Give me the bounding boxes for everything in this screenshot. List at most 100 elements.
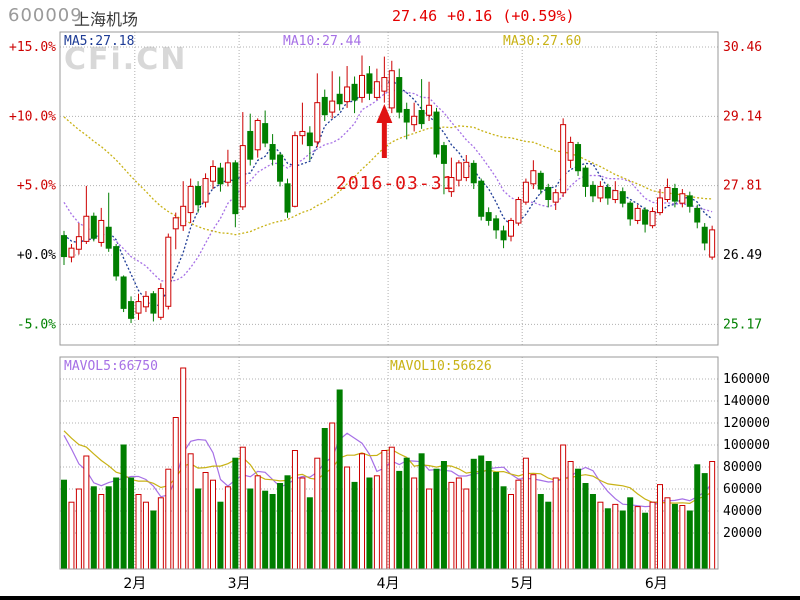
annotation-arrow-shaft (381, 120, 387, 158)
month-label: 6月 (645, 576, 668, 592)
candle-body (657, 197, 663, 214)
candle-body (470, 162, 477, 184)
quote: 27.46 +0.16 (+0.59%) (392, 7, 585, 25)
candle-body (329, 100, 336, 113)
candle-body (612, 190, 619, 201)
candle-body (150, 293, 157, 314)
volume-bar (254, 475, 261, 570)
volume-bar (485, 461, 492, 570)
volume-bar (604, 508, 611, 570)
candle-body (537, 172, 544, 190)
volume-bar (455, 477, 462, 570)
volume-bar (634, 506, 641, 570)
volume-bar (239, 446, 246, 570)
candle-body (269, 144, 276, 160)
volume-bar (530, 474, 537, 570)
volume-bar (403, 457, 410, 570)
candle-body (642, 209, 649, 225)
candle-body (448, 177, 455, 193)
volume-bar (262, 490, 269, 570)
volume-axis-label: 40000 (723, 504, 762, 519)
volume-bar (649, 501, 656, 570)
candle-body (701, 226, 708, 244)
volume-bar (291, 450, 298, 570)
candle-body (120, 276, 127, 309)
candle-body (68, 247, 75, 258)
candle-body (582, 167, 589, 187)
volume-bar (619, 510, 626, 570)
volume-axis-label: 80000 (723, 460, 762, 475)
candle-body (500, 230, 507, 241)
volume-bar (75, 488, 82, 570)
candle-body (619, 191, 626, 204)
volume-bar (522, 457, 529, 570)
right-axis-label: 26.49 (723, 248, 762, 263)
candle-body (128, 301, 135, 319)
volume-bar (657, 484, 663, 570)
volume-bar (470, 458, 477, 570)
candle-body (314, 102, 321, 143)
annotation-arrow-head (376, 104, 393, 123)
volume-bar (508, 494, 514, 570)
candle-body (373, 81, 380, 98)
candle-body (478, 180, 485, 217)
volume-bar (277, 483, 284, 570)
volume-axis-label: 60000 (723, 482, 762, 497)
volume-bar (150, 510, 157, 570)
volume-bar (701, 473, 708, 570)
right-axis-label: 25.17 (723, 317, 762, 332)
ma5-line (63, 78, 713, 309)
volume-bar (329, 422, 336, 570)
candle-body (530, 170, 537, 185)
volume-bar (135, 494, 142, 570)
candle-body (180, 205, 187, 227)
month-label: 4月 (377, 576, 400, 592)
volume-bar (537, 494, 544, 570)
candle-body (388, 70, 395, 109)
volume-bar (61, 479, 67, 570)
candle-body (649, 211, 656, 227)
quote-change-pct: (+0.59%) (502, 7, 575, 25)
volume-bar (366, 477, 373, 570)
annotation-date: 2016-03-31 (336, 173, 455, 194)
volume-bar (90, 486, 97, 570)
candle-body (113, 246, 120, 277)
watermark-logo: CFi.CN (64, 42, 188, 77)
quote-price: 27.46 (392, 7, 438, 25)
volume-bar (418, 453, 425, 570)
candle-body (493, 218, 500, 231)
candle-body (485, 212, 492, 221)
ma5-label: MA5:27.18 (64, 34, 135, 49)
candle-body (575, 144, 582, 172)
candle-body (202, 178, 209, 203)
candle-body (440, 145, 447, 164)
candle-body (336, 93, 343, 105)
volume-bar (113, 477, 120, 570)
left-axis-label: +15.0% (9, 40, 56, 55)
volume-bar (306, 497, 313, 570)
volume-bar (373, 475, 380, 570)
candle-body (552, 192, 559, 203)
candle-body (381, 77, 388, 92)
stock-code: 600009 (8, 5, 83, 26)
volume-bar (686, 510, 693, 570)
candle-body (187, 185, 194, 214)
candle-body (142, 295, 149, 308)
volume-bar (440, 461, 447, 570)
candle-body (396, 77, 403, 113)
right-axis-label: 29.14 (723, 109, 762, 124)
candle-body (291, 135, 298, 207)
volume-bar (589, 494, 596, 570)
volume-bar (128, 477, 135, 570)
candle-body (135, 301, 142, 314)
volume-bar (165, 468, 172, 570)
volume-bar (359, 453, 365, 570)
candle-body (98, 219, 105, 243)
candle-body (418, 110, 425, 125)
candle-body (433, 111, 440, 155)
volume-bar (709, 461, 716, 570)
volume-bar (120, 444, 127, 570)
volume-bar (567, 461, 574, 570)
